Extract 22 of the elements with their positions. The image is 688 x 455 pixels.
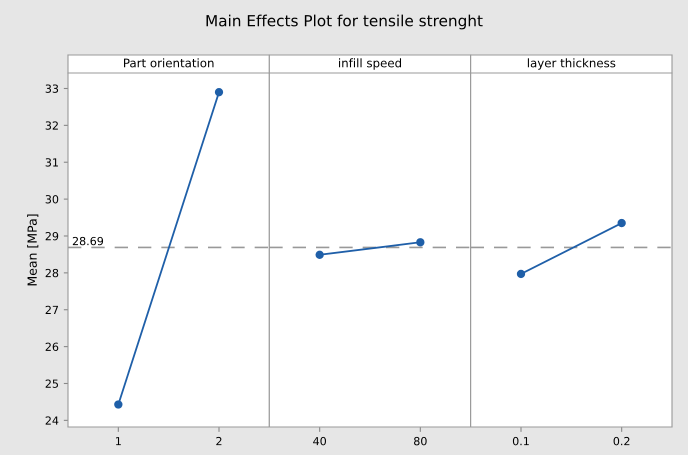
chart-title: Part orientation bbox=[124, 58, 214, 68]
y-tick-label: 32 bbox=[46, 121, 58, 130]
text: Main Effects Plot for tensile strenght bbox=[206, 14, 483, 30]
y-tick-label: 29 bbox=[46, 232, 58, 240]
y-tick-label: 25 bbox=[46, 379, 58, 388]
y-tick-label: 28 bbox=[46, 268, 58, 278]
x-tick-label: 0.2 bbox=[614, 436, 630, 446]
y-tick-label: 26 bbox=[46, 342, 58, 351]
y-tick-label: 33 bbox=[46, 84, 58, 93]
chart-title: infill speed bbox=[339, 58, 402, 70]
y-tick-label: 27 bbox=[46, 306, 58, 314]
y-tick-label: 30 bbox=[46, 195, 58, 204]
y-tick-label: 24 bbox=[46, 416, 58, 425]
y-axis-title: Mean [MPa] bbox=[27, 214, 38, 286]
ref-line-label: 28.69 bbox=[72, 236, 104, 246]
x-tick-label: 80 bbox=[414, 436, 427, 446]
x-tick-label: 1 bbox=[116, 437, 121, 446]
chart-title: layer thickness bbox=[528, 58, 616, 70]
x-tick-label: 40 bbox=[313, 436, 326, 446]
x-tick-label: 0.1 bbox=[512, 436, 529, 446]
y-tick-label: 31 bbox=[46, 158, 58, 167]
x-tick-label: 2 bbox=[216, 436, 222, 446]
